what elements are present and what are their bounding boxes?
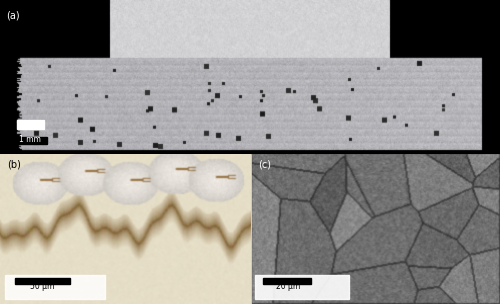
Text: (a): (a) [6, 11, 20, 21]
Bar [264, 278, 311, 285]
FancyBboxPatch shape [5, 275, 105, 299]
Text: (c): (c) [258, 160, 272, 170]
Bar [15, 278, 70, 285]
Bar [14, 137, 46, 144]
Bar [16, 120, 44, 129]
FancyBboxPatch shape [254, 275, 350, 299]
Text: (b): (b) [8, 160, 22, 170]
Text: 20 μm: 20 μm [276, 282, 300, 291]
Text: 1 mm: 1 mm [19, 135, 41, 144]
Text: 50 μm: 50 μm [30, 282, 55, 291]
